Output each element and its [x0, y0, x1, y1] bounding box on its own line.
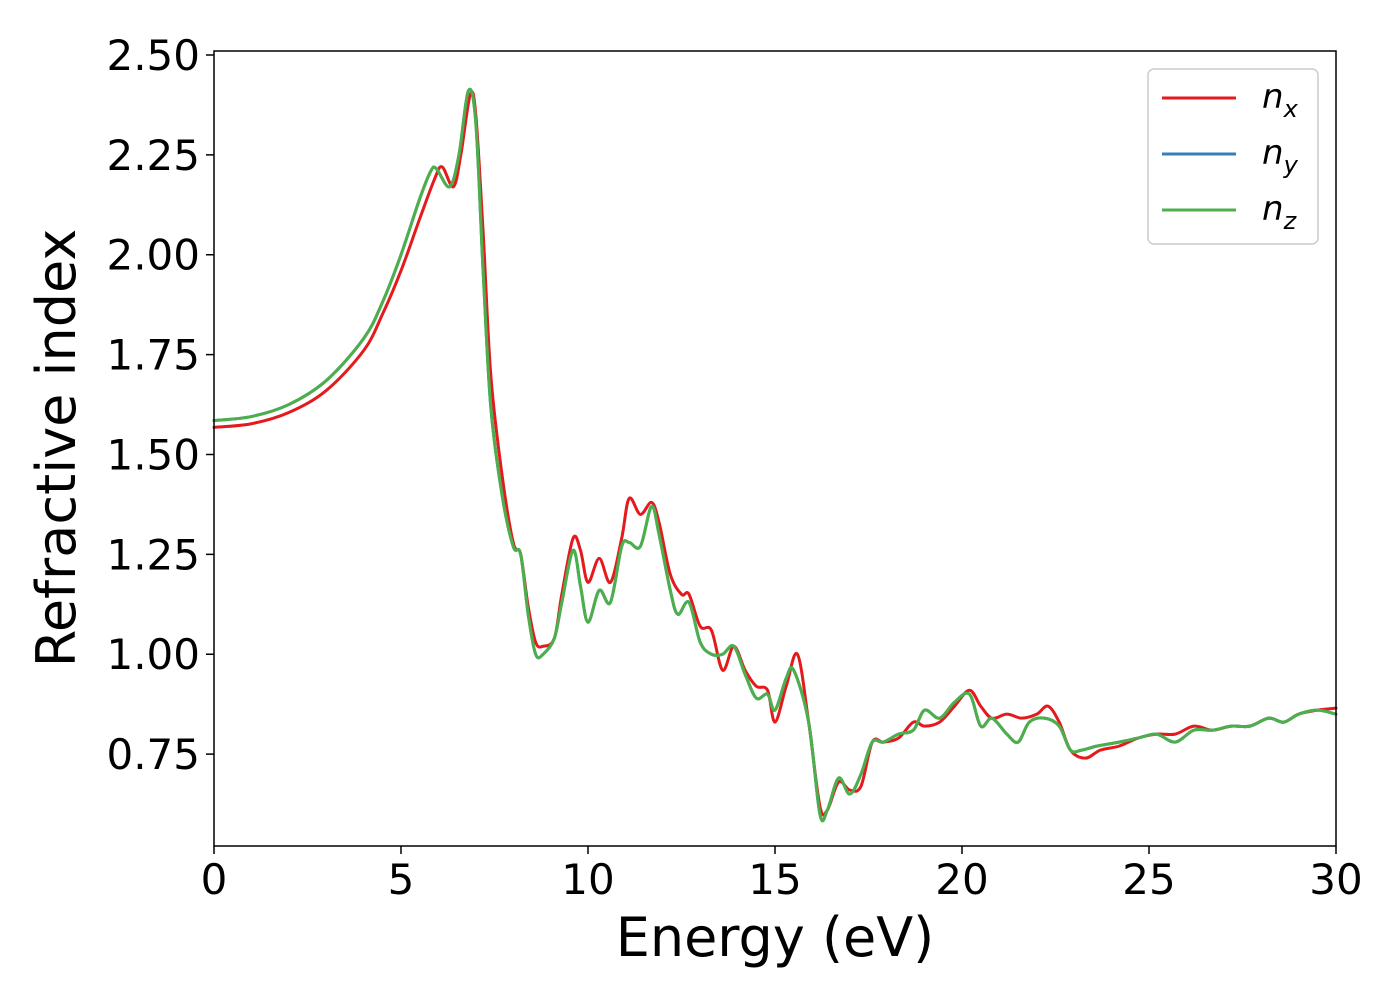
legend: nx ny nz	[1147, 68, 1319, 245]
x-tick-label: 25	[1122, 855, 1175, 904]
y-tick-label: 0.75	[106, 730, 200, 779]
legend-label-nx: nx	[1262, 77, 1299, 123]
x-tick-label: 30	[1309, 855, 1362, 904]
y-axis-title: Refractive index	[25, 229, 88, 668]
y-axis: 0.75 1.00 1.25 1.50 1.75 2.00 2.25 2.50	[106, 31, 214, 779]
x-tick-label: 10	[561, 855, 614, 904]
y-tick-label: 1.00	[106, 630, 200, 679]
legend-label-ny: ny	[1262, 133, 1299, 179]
y-tick-label: 1.50	[106, 430, 200, 479]
y-tick-label: 2.00	[106, 231, 200, 280]
legend-label-nz: nz	[1262, 189, 1298, 235]
x-tick-label: 20	[935, 855, 988, 904]
x-axis-title: Energy (eV)	[616, 906, 935, 969]
series-line-nz	[212, 87, 1338, 823]
x-tick-label: 0	[201, 855, 228, 904]
legend-entries: nx ny nz	[1162, 77, 1299, 235]
x-axis: 0 5 10 15 20 25 30	[201, 846, 1363, 904]
y-tick-label: 1.25	[106, 530, 200, 579]
legend-box	[1147, 68, 1319, 245]
x-tick-label: 5	[388, 855, 415, 904]
x-tick-label: 15	[748, 855, 801, 904]
y-tick-label: 2.50	[106, 31, 200, 80]
series-layer	[212, 87, 1338, 823]
y-tick-label: 2.25	[106, 131, 200, 180]
y-tick-label: 1.75	[106, 331, 200, 380]
